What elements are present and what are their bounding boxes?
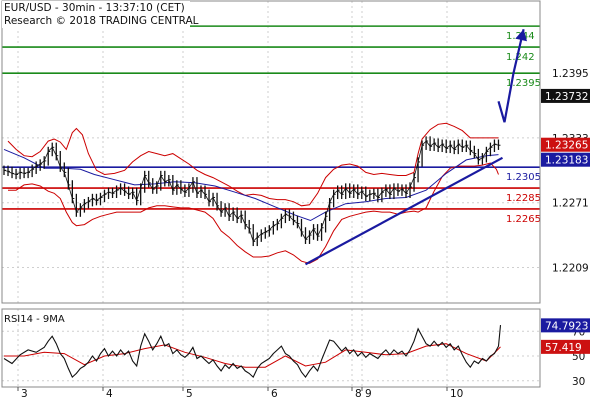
price-badge-black <box>541 88 590 103</box>
badges-layer: 1.23732 1.23265 1.23183 74.7923 57.419 <box>541 88 590 354</box>
x-day-label: 8 <box>355 388 362 400</box>
rsi-ma-line <box>4 343 501 368</box>
price-line <box>3 140 499 243</box>
grid-layer <box>2 1 540 387</box>
level-label-resistance: 1.242 <box>506 52 535 63</box>
x-day-label: 4 <box>106 388 113 400</box>
moving-average-line <box>3 148 499 222</box>
price-badge-label: 1.23732 <box>545 91 588 103</box>
price-panel-frame <box>1 0 541 304</box>
price-badge-label: 1.23265 <box>545 140 588 152</box>
chart-title: EUR/USD - 30min - 13:37:10 (CET) <box>4 2 185 14</box>
x-day-label: 10 <box>450 388 463 400</box>
level-label-pivot: 1.2305 <box>506 172 541 183</box>
x-day-label: 5 <box>186 388 193 400</box>
rsi-y-tick-label: 50 <box>572 351 585 363</box>
projection-arrow-head <box>515 29 527 42</box>
level-label-support: 1.2285 <box>506 193 541 204</box>
rsi-badge-label: 74.7923 <box>545 320 588 332</box>
series-layer <box>3 29 527 379</box>
price-badge-label: 1.23183 <box>545 155 588 167</box>
price-y-tick-label: 1.2395 <box>552 68 589 80</box>
x-day-label: 6 <box>271 388 278 400</box>
price-badge-red <box>541 137 590 152</box>
level-label-resistance: 1.2395 <box>506 78 541 89</box>
rsi-badge-blue <box>541 318 590 333</box>
rsi-panel-title: RSI14 - 9MA <box>4 314 65 325</box>
price-badge-blue <box>541 152 590 167</box>
rsi-badge-label: 57.419 <box>545 342 582 354</box>
projection-arrow-line <box>497 29 525 123</box>
header-backdrop <box>2 1 190 28</box>
rsi-line <box>3 325 502 379</box>
chart-subtitle: Research © 2018 TRADING CENTRAL <box>4 15 199 27</box>
x-day-label: 3 <box>21 388 28 400</box>
x-day-label: 9 <box>365 388 372 400</box>
rsi-y-tick-label: 30 <box>572 376 585 388</box>
rsi-badge-red <box>541 339 590 354</box>
level-label-support: 1.2265 <box>506 214 541 225</box>
bollinger-lower-line <box>8 162 499 264</box>
price-y-tick-label: 1.2271 <box>552 198 589 210</box>
price-y-tick-label: 1.2209 <box>552 262 589 274</box>
trendline <box>304 156 504 266</box>
rsi-panel-frame <box>1 308 541 388</box>
bollinger-upper-line <box>7 122 499 207</box>
